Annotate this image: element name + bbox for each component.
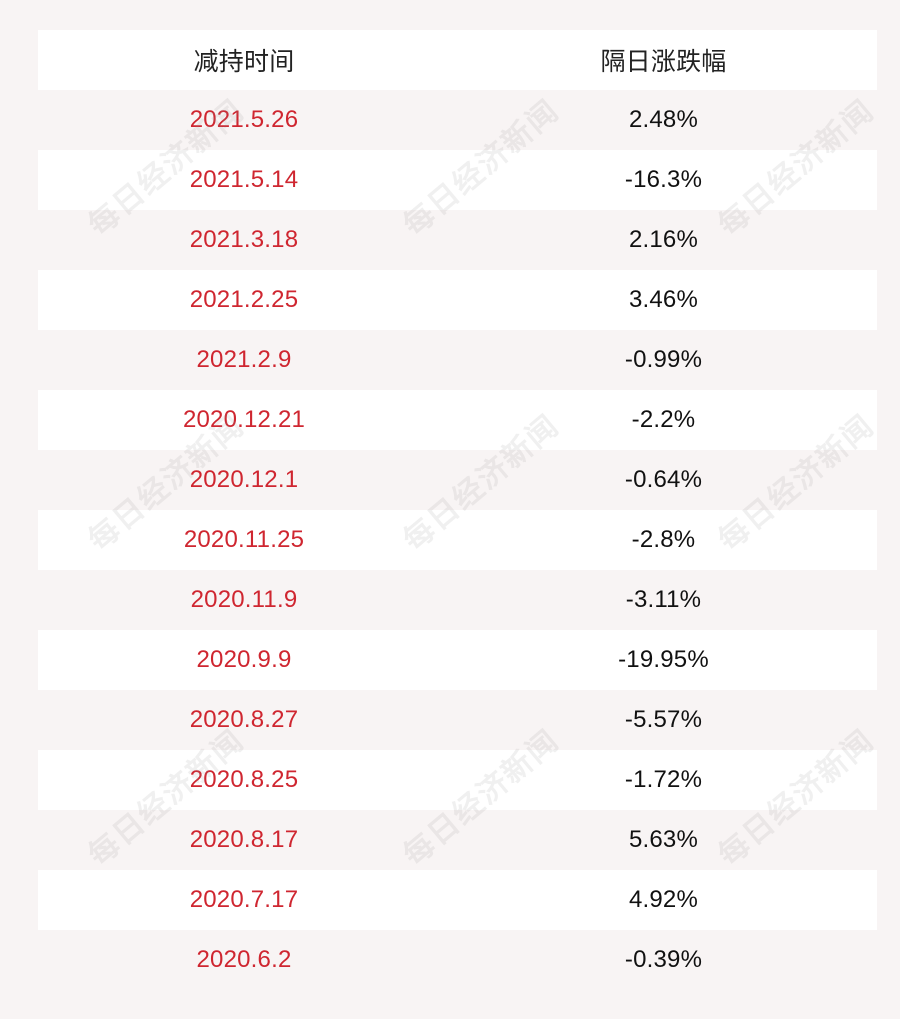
row-change: -0.99%: [624, 346, 703, 373]
header-next-day-change: 隔日涨跌幅: [600, 47, 727, 76]
table-row: 2021.5.26 2.48%: [38, 90, 877, 150]
row-change: -1.72%: [624, 766, 703, 793]
table-row: 2020.8.17 5.63%: [38, 810, 877, 870]
table-row: 2020.9.9 -19.95%: [38, 630, 877, 690]
row-change: -5.57%: [624, 706, 703, 733]
table-row: 2020.6.2 -0.39%: [38, 930, 877, 990]
header-reduction-date: 减持时间: [193, 47, 295, 76]
row-date: 2020.11.25: [183, 526, 305, 553]
table-row: 2020.12.21 -2.2%: [38, 390, 877, 450]
table-row: 2020.8.27 -5.57%: [38, 690, 877, 750]
row-change: 2.16%: [628, 226, 699, 253]
row-change: -19.95%: [618, 646, 709, 673]
row-date: 2020.12.21: [182, 406, 306, 433]
row-change: 2.48%: [628, 106, 699, 133]
table-row: 2020.7.17 4.92%: [38, 870, 877, 930]
table-row: 2021.5.14 -16.3%: [38, 150, 877, 210]
row-change: 4.92%: [628, 886, 699, 913]
table-row: 2021.2.9 -0.99%: [38, 330, 877, 390]
row-date: 2020.6.2: [196, 946, 292, 973]
row-change: -2.2%: [631, 406, 696, 433]
row-date: 2020.7.17: [189, 886, 299, 913]
reduction-table: 减持时间 隔日涨跌幅 2021.5.26 2.48% 2021.5.14 -16…: [38, 30, 877, 990]
table-row: 2020.8.25 -1.72%: [38, 750, 877, 810]
table-row: 2021.3.18 2.16%: [38, 210, 877, 270]
row-change: -0.39%: [624, 946, 703, 973]
row-change: 3.46%: [628, 286, 699, 313]
row-date: 2020.8.25: [189, 766, 299, 793]
row-change: -0.64%: [624, 466, 703, 493]
row-change: 5.63%: [628, 826, 699, 853]
row-change: -16.3%: [624, 166, 703, 193]
row-date: 2020.9.9: [196, 646, 292, 673]
row-date: 2020.12.1: [189, 466, 299, 493]
row-date: 2021.2.25: [189, 286, 299, 313]
row-date: 2020.8.27: [189, 706, 299, 733]
table-header: 减持时间 隔日涨跌幅: [38, 30, 877, 90]
table-row: 2020.11.25 -2.8%: [38, 510, 877, 570]
table-row: 2020.11.9 -3.11%: [38, 570, 877, 630]
row-date: 2020.11.9: [190, 586, 298, 613]
table-row: 2020.12.1 -0.64%: [38, 450, 877, 510]
row-date: 2020.8.17: [189, 826, 299, 853]
table-row: 2021.2.25 3.46%: [38, 270, 877, 330]
row-date: 2021.2.9: [196, 346, 292, 373]
row-date: 2021.3.18: [189, 226, 299, 253]
row-change: -3.11%: [625, 586, 702, 613]
row-date: 2021.5.14: [189, 166, 299, 193]
row-date: 2021.5.26: [189, 106, 299, 133]
row-change: -2.8%: [631, 526, 696, 553]
